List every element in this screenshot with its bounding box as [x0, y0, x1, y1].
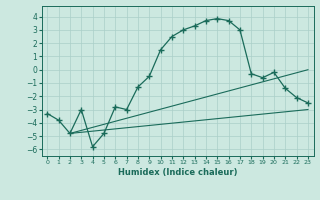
X-axis label: Humidex (Indice chaleur): Humidex (Indice chaleur) — [118, 168, 237, 177]
